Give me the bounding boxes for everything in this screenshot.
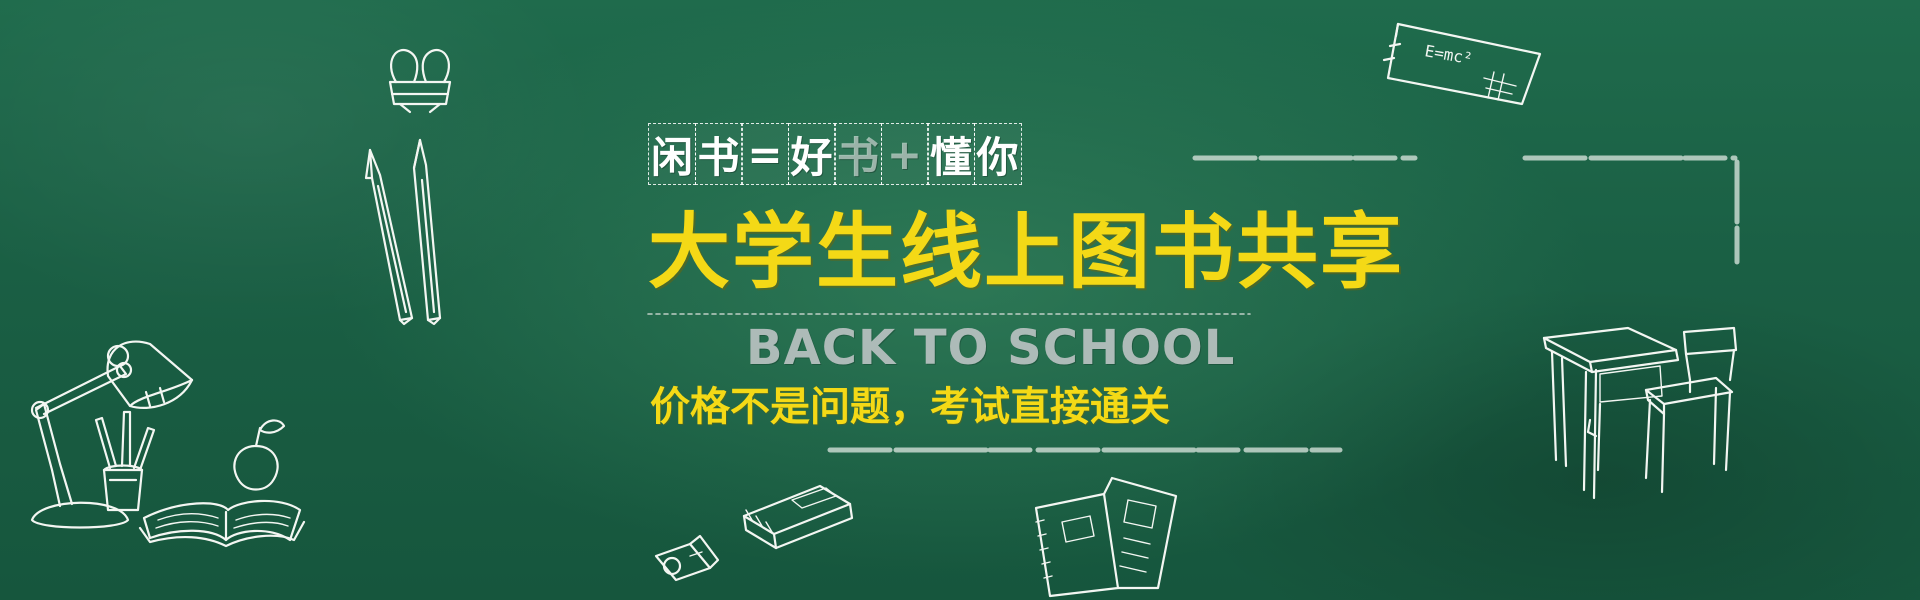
chalk-frame-lines: [647, 155, 1740, 453]
notebooks-icon: [1034, 476, 1178, 598]
tagline-char: 书: [694, 123, 743, 185]
tagline-char: 书: [834, 123, 882, 185]
open-book-icon: [138, 499, 306, 548]
desk-lamp-icon: [30, 340, 194, 529]
subtitle: 价格不是问题，考试直接通关: [650, 384, 1170, 430]
english-title: BACK TO SCHOOL: [746, 320, 1236, 376]
tagline-grid: 闲 书 = 好 书 + 懂 你: [648, 122, 1022, 186]
tagline-char: 你: [973, 123, 1022, 185]
formula-card-icon: E=mc²: [1382, 22, 1542, 106]
binder-clip-icon: [388, 49, 452, 114]
pencil-cup-icon: [94, 410, 156, 512]
tagline-char: 懂: [927, 123, 975, 185]
apple-icon: [233, 419, 286, 491]
crayon-box-icon: [742, 484, 854, 550]
school-desk-icon: [1542, 326, 1680, 500]
tagline-char: =: [741, 123, 789, 185]
tagline-char: +: [880, 123, 929, 185]
tagline-char: 闲: [648, 123, 696, 185]
main-title: 大学生线上图书共享: [648, 205, 1405, 300]
pencils-icon: [364, 138, 442, 326]
formula-text: E=mc²: [1423, 41, 1474, 68]
tagline-char: 好: [787, 123, 836, 185]
chair-icon: [1644, 326, 1738, 494]
pencil-sharpener-icon: [654, 534, 720, 582]
